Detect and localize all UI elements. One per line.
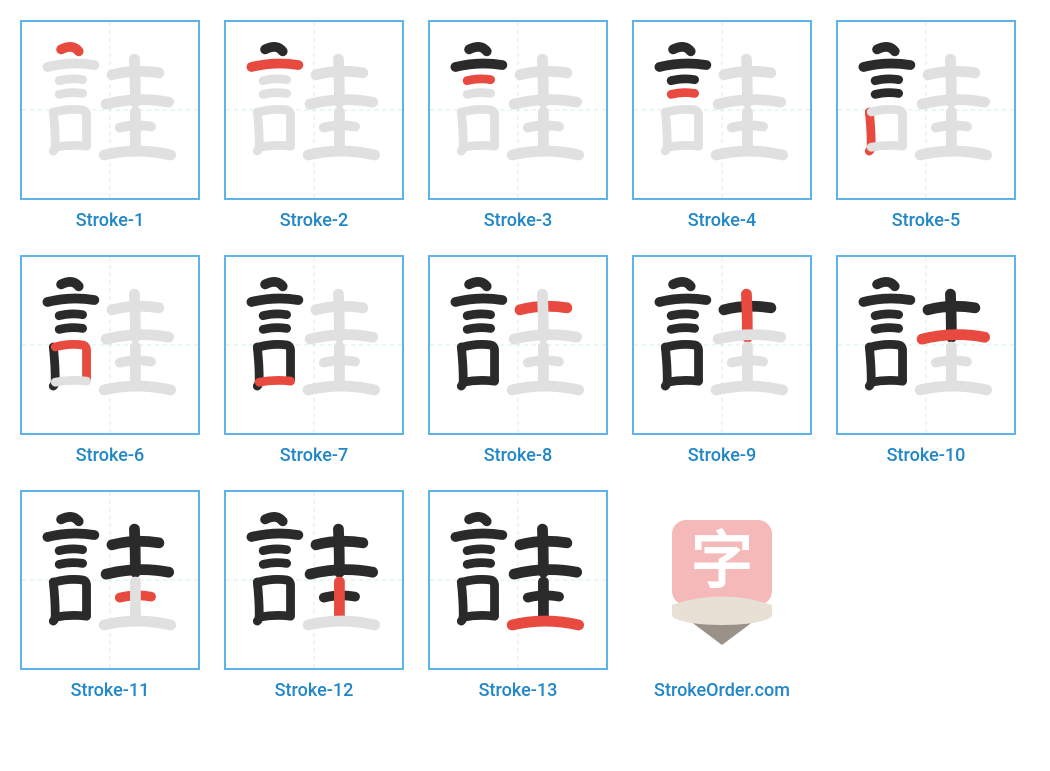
stroke-label: Stroke-5 [892,210,960,231]
stroke-label: Stroke-8 [484,445,552,466]
stroke-cell: Stroke-5 [836,20,1016,231]
stroke-label: Stroke-11 [71,680,150,701]
stroke-label: Stroke-1 [76,210,144,231]
stroke-cell: Stroke-7 [224,255,404,466]
stroke-cell: Stroke-12 [224,490,404,701]
stroke-tile[interactable] [428,490,608,670]
stroke-label: Stroke-6 [76,445,144,466]
stroke-label: Stroke-4 [688,210,756,231]
stroke-tile[interactable] [20,490,200,670]
stroke-cell: Stroke-8 [428,255,608,466]
logo-label: StrokeOrder.com [654,680,790,701]
stroke-grid: Stroke-1 Stroke-2 Stroke-3 Stroke-4 Stro… [20,20,1030,701]
stroke-label: Stroke-13 [479,680,558,701]
stroke-cell: Stroke-13 [428,490,608,701]
stroke-cell: Stroke-9 [632,255,812,466]
stroke-tile[interactable] [836,20,1016,200]
stroke-label: Stroke-9 [688,445,756,466]
stroke-tile[interactable] [20,255,200,435]
stroke-tile[interactable] [632,255,812,435]
stroke-label: Stroke-2 [280,210,348,231]
stroke-cell: Stroke-4 [632,20,812,231]
stroke-tile[interactable] [632,20,812,200]
stroke-label: Stroke-3 [484,210,552,231]
stroke-tile[interactable] [428,255,608,435]
logo-cell: 字 StrokeOrder.com [632,490,812,701]
stroke-tile[interactable] [224,20,404,200]
stroke-tile[interactable] [836,255,1016,435]
stroke-label: Stroke-7 [280,445,348,466]
stroke-tile[interactable] [224,490,404,670]
stroke-cell: Stroke-2 [224,20,404,231]
stroke-cell: Stroke-1 [20,20,200,231]
stroke-tile[interactable] [224,255,404,435]
stroke-cell: Stroke-3 [428,20,608,231]
stroke-label: Stroke-10 [887,445,966,466]
svg-text:字: 字 [691,527,753,596]
logo-tile[interactable]: 字 [632,490,812,670]
stroke-cell: Stroke-6 [20,255,200,466]
stroke-tile[interactable] [428,20,608,200]
stroke-cell: Stroke-10 [836,255,1016,466]
stroke-cell: Stroke-11 [20,490,200,701]
stroke-tile[interactable] [20,20,200,200]
stroke-label: Stroke-12 [275,680,354,701]
